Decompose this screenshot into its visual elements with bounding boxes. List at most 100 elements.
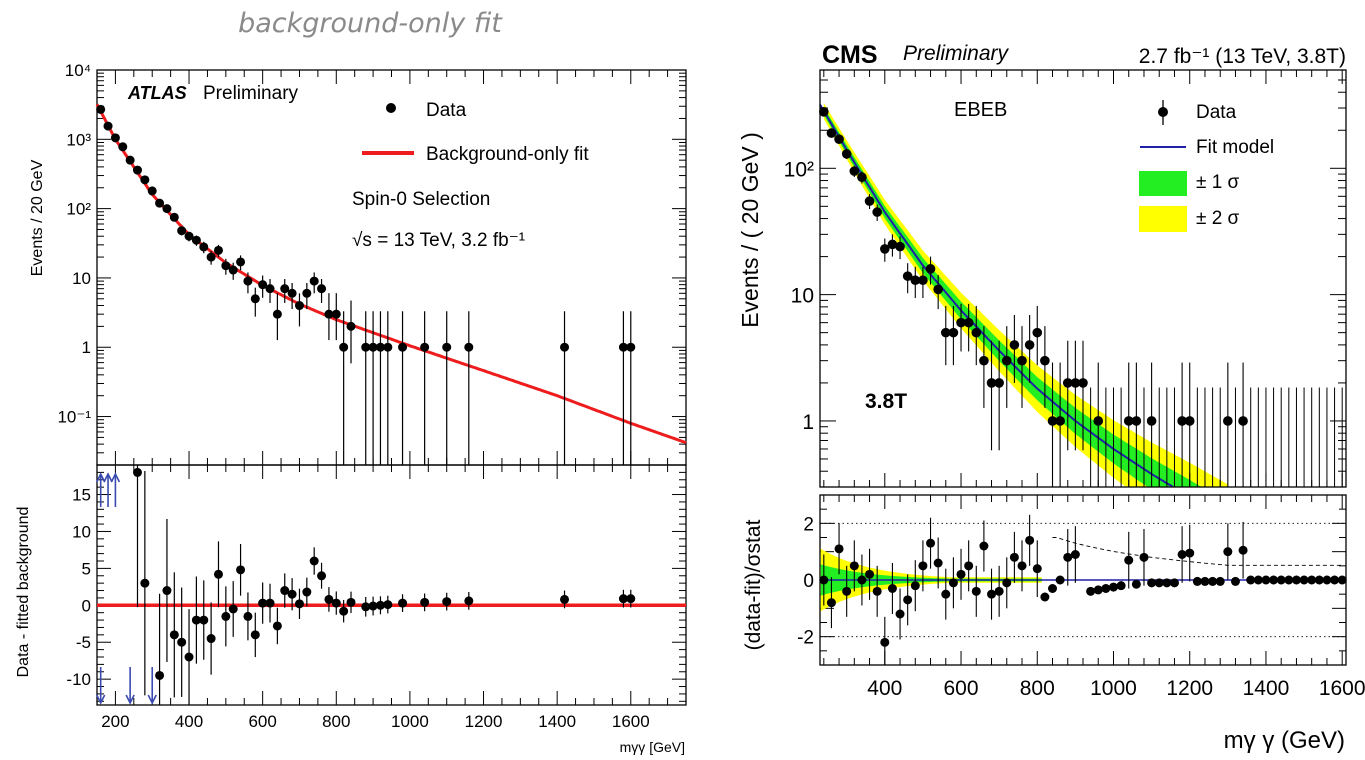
cms-data-point	[948, 327, 959, 338]
cms-ratio-point	[1299, 575, 1309, 585]
atlas-ratio-point	[184, 652, 194, 662]
cms-x-tick-label: 1000	[1090, 677, 1137, 700]
atlas-data-point	[125, 155, 135, 165]
atlas-y-tick-label: 10²	[66, 200, 91, 219]
atlas-preliminary-label: Preliminary	[203, 83, 299, 104]
cms-experiment-label: CMS	[822, 41, 878, 69]
atlas-data-point	[147, 186, 157, 196]
cms-ratio-point	[1238, 545, 1248, 555]
cms-ratio-point	[1169, 578, 1179, 588]
atlas-ratio-point	[191, 615, 201, 625]
cms-data-point	[1009, 340, 1020, 350]
atlas-ratio-y-axis-label: Data - fitted background	[15, 507, 32, 678]
atlas-ratio-down-arrowhead	[147, 694, 157, 705]
cms-ratio-point	[1185, 548, 1195, 558]
atlas-data-point	[626, 342, 636, 352]
atlas-data-point	[368, 342, 378, 352]
atlas-ratio-point	[280, 586, 290, 596]
cms-data-point	[1032, 327, 1043, 338]
cms-ratio-point	[1101, 584, 1111, 593]
cms-ratio-point	[865, 569, 875, 579]
cms-ratio-point	[1215, 576, 1225, 586]
cms-x-tick-label: 800	[1020, 677, 1055, 700]
slide-title: background-only fit	[238, 8, 502, 39]
atlas-main-frame	[96, 69, 687, 466]
atlas-ratio-point	[206, 634, 216, 644]
atlas-ratio-point	[221, 611, 231, 621]
atlas-ratio-point	[383, 600, 393, 610]
atlas-ratio-point	[420, 597, 430, 607]
atlas-data-point	[398, 342, 408, 352]
atlas-ratio-point	[398, 598, 408, 608]
atlas-panel: ATLAS Preliminary Spin-0 Selection √s = …	[15, 61, 687, 755]
atlas-data-point	[294, 301, 304, 311]
cms-ratio-point	[956, 569, 966, 579]
cms-ratio-y-tick-label: -2	[797, 628, 814, 649]
atlas-ratio-point	[228, 604, 238, 614]
cms-data-point	[819, 107, 829, 117]
atlas-data-point	[191, 235, 201, 245]
cms-ratio-point	[1147, 578, 1157, 588]
cms-data-point	[1184, 416, 1195, 426]
cms-data-point	[1146, 416, 1157, 426]
atlas-ratio-point	[213, 569, 223, 579]
cms-ratio-point	[1124, 555, 1134, 565]
atlas-ratio-point	[243, 611, 253, 621]
atlas-data-point	[258, 280, 268, 290]
atlas-data-point	[103, 121, 113, 131]
atlas-data-point	[184, 231, 194, 241]
cms-ratio-point	[994, 586, 1004, 596]
atlas-ratio-point	[618, 594, 628, 604]
atlas-legend-data: Data	[426, 100, 467, 121]
cms-data-point	[1001, 355, 1012, 366]
cms-ratio-point	[1337, 575, 1347, 585]
atlas-x-tick-label: 800	[322, 712, 350, 731]
cms-ratio-point	[1291, 575, 1301, 585]
atlas-y-tick-label: 10	[72, 269, 91, 288]
atlas-ratio-up-arrowhead	[110, 472, 121, 483]
atlas-ratio-point	[169, 630, 179, 640]
cms-x-tick-label: 400	[867, 677, 902, 700]
cms-ratio-point	[1055, 575, 1065, 585]
cms-ratio-point	[1208, 576, 1218, 586]
cms-data-point	[933, 284, 943, 295]
atlas-data-point	[155, 198, 165, 208]
cms-ratio-point	[926, 538, 936, 548]
atlas-ratio-point	[309, 556, 319, 566]
cms-legend-band1-swatch	[1139, 171, 1187, 196]
atlas-x-tick-label: 1600	[612, 712, 650, 731]
atlas-data-point	[228, 265, 238, 275]
atlas-data-point	[442, 342, 452, 352]
cms-ratio-point	[1246, 575, 1256, 585]
cms-field-text: 3.8T	[865, 390, 907, 413]
atlas-data-point	[361, 342, 371, 352]
cms-legend-band1: ± 1 σ	[1196, 172, 1240, 193]
cms-ratio-point	[1314, 575, 1324, 585]
atlas-y-tick-label: 10³	[66, 130, 91, 149]
atlas-ratio-point	[162, 586, 172, 596]
cms-data-point	[826, 128, 837, 138]
cms-ratio-point	[1139, 552, 1149, 562]
cms-ratio-point	[1284, 575, 1294, 585]
cms-ratio-point	[964, 561, 974, 571]
atlas-ratio-up-arrowhead	[103, 472, 113, 483]
cms-data-point	[841, 149, 852, 159]
atlas-ratio-point	[339, 606, 349, 616]
cms-legend-fit: Fit model	[1196, 137, 1274, 158]
atlas-data-point	[420, 342, 430, 352]
cms-y-tick-label: 10	[791, 285, 814, 308]
atlas-data-point	[317, 284, 327, 294]
cms-ratio-point	[826, 598, 836, 608]
cms-data-point	[1093, 416, 1104, 426]
cms-ratio-point	[819, 575, 829, 585]
cms-ratio-point	[857, 575, 867, 585]
atlas-data-point	[169, 212, 179, 222]
atlas-x-tick-label: 600	[248, 712, 276, 731]
cms-ratio-point	[1330, 575, 1340, 585]
atlas-data-point	[132, 165, 142, 175]
cms-ratio-y-tick-label: 2	[803, 514, 814, 535]
atlas-ratio-up-arrowhead	[95, 472, 106, 483]
cms-ratio-point	[941, 589, 951, 599]
atlas-x-tick-label: 200	[101, 712, 129, 731]
